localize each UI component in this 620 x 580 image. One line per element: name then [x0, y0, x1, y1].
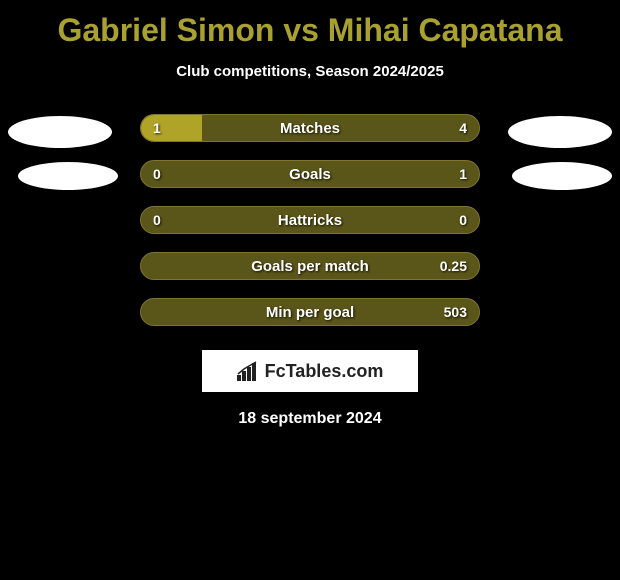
stat-value-right: 503	[444, 299, 467, 325]
chart-row: Hattricks0 0	[0, 202, 620, 248]
chart-row: Matches1 4	[0, 110, 620, 156]
player-left-marker	[18, 162, 118, 190]
page-title: Gabriel Simon vs Mihai Capatana	[0, 0, 620, 49]
stat-value-left: 0	[153, 207, 161, 233]
stat-label: Hattricks	[141, 207, 479, 233]
stat-bar: Min per goal503	[140, 298, 480, 326]
stat-value-right: 0.25	[440, 253, 467, 279]
stat-bar: Goals per match0.25	[140, 252, 480, 280]
date-text: 18 september 2024	[0, 410, 620, 428]
stat-label: Goals	[141, 161, 479, 187]
stat-label: Goals per match	[141, 253, 479, 279]
subtitle: Club competitions, Season 2024/2025	[0, 63, 620, 80]
stat-bar: Matches1 4	[140, 114, 480, 142]
stat-label: Min per goal	[141, 299, 479, 325]
player-left-marker	[8, 116, 112, 148]
stat-bar: Hattricks0 0	[140, 206, 480, 234]
stat-value-right: 4	[459, 115, 467, 141]
stat-label: Matches	[141, 115, 479, 141]
stat-value-left: 1	[153, 115, 161, 141]
stat-bar: Goals0 1	[140, 160, 480, 188]
chart-row: Min per goal503	[0, 294, 620, 340]
stat-value-left: 0	[153, 161, 161, 187]
comparison-chart: Matches14Goals01Hattricks00Goals per mat…	[0, 110, 620, 340]
chart-row: Goals0 1	[0, 156, 620, 202]
chart-bars-icon	[237, 361, 261, 381]
branding-box: FcTables.com	[202, 350, 418, 392]
stat-value-right: 0	[459, 207, 467, 233]
player-right-marker	[512, 162, 612, 190]
chart-row: Goals per match0.25	[0, 248, 620, 294]
branding-text: FcTables.com	[265, 361, 384, 382]
stat-value-right: 1	[459, 161, 467, 187]
player-right-marker	[508, 116, 612, 148]
